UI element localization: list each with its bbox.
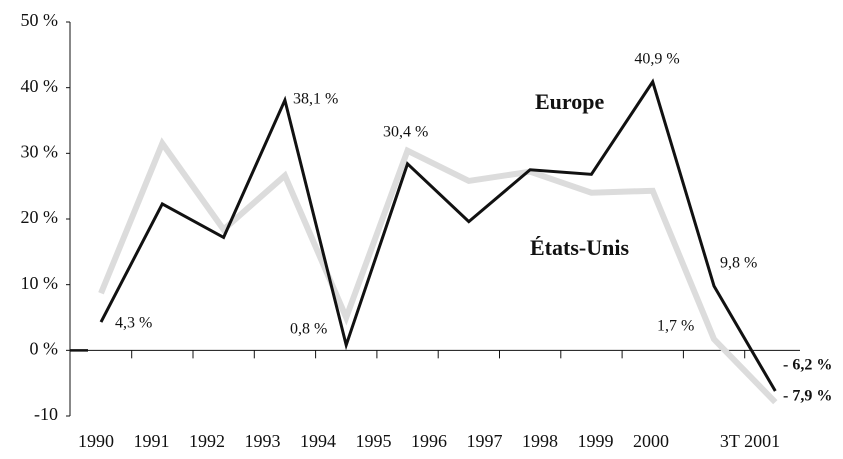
data-label: 1,7 % [657,318,694,335]
x-tick-label: 1992 [189,431,225,451]
data-label: - 7,9 % [783,388,832,405]
x-tick-label: 1999 [578,431,614,451]
x-tick-label: 1996 [411,431,447,451]
data-label: 30,4 % [383,124,428,141]
y-tick-label: 50 % [21,10,59,30]
data-label: 4,3 % [115,315,152,332]
y-tick-label: 20 % [21,207,59,227]
data-label: 38,1 % [293,91,338,108]
x-tick-label: 1991 [134,431,170,451]
y-tick-label: 40 % [21,76,59,96]
x-tick-label: 1993 [245,431,281,451]
data-label: 40,9 % [634,51,679,68]
x-tick-label: 3T 2001 [720,431,780,451]
series-line [98,137,778,405]
x-tick-label: 1998 [522,431,558,451]
y-tick-label: 10 % [21,273,59,293]
x-tick-label: 1997 [467,431,503,451]
data-label: 0,8 % [290,321,327,338]
series-line [99,78,777,392]
series-name: États-Unis [530,235,629,260]
x-tick-label: 1995 [356,431,392,451]
data-label: 9,8 % [720,255,757,272]
data-label: - 6,2 % [783,357,832,374]
series-name: Europe [535,89,605,114]
y-tick-label: 0 % [30,338,59,358]
x-tick-label: 1990 [78,431,114,451]
y-tick-label: 30 % [21,141,59,161]
x-tick-label: 1994 [300,431,336,451]
x-tick-label: 2000 [633,431,669,451]
y-tick-label: -10 [34,404,58,424]
